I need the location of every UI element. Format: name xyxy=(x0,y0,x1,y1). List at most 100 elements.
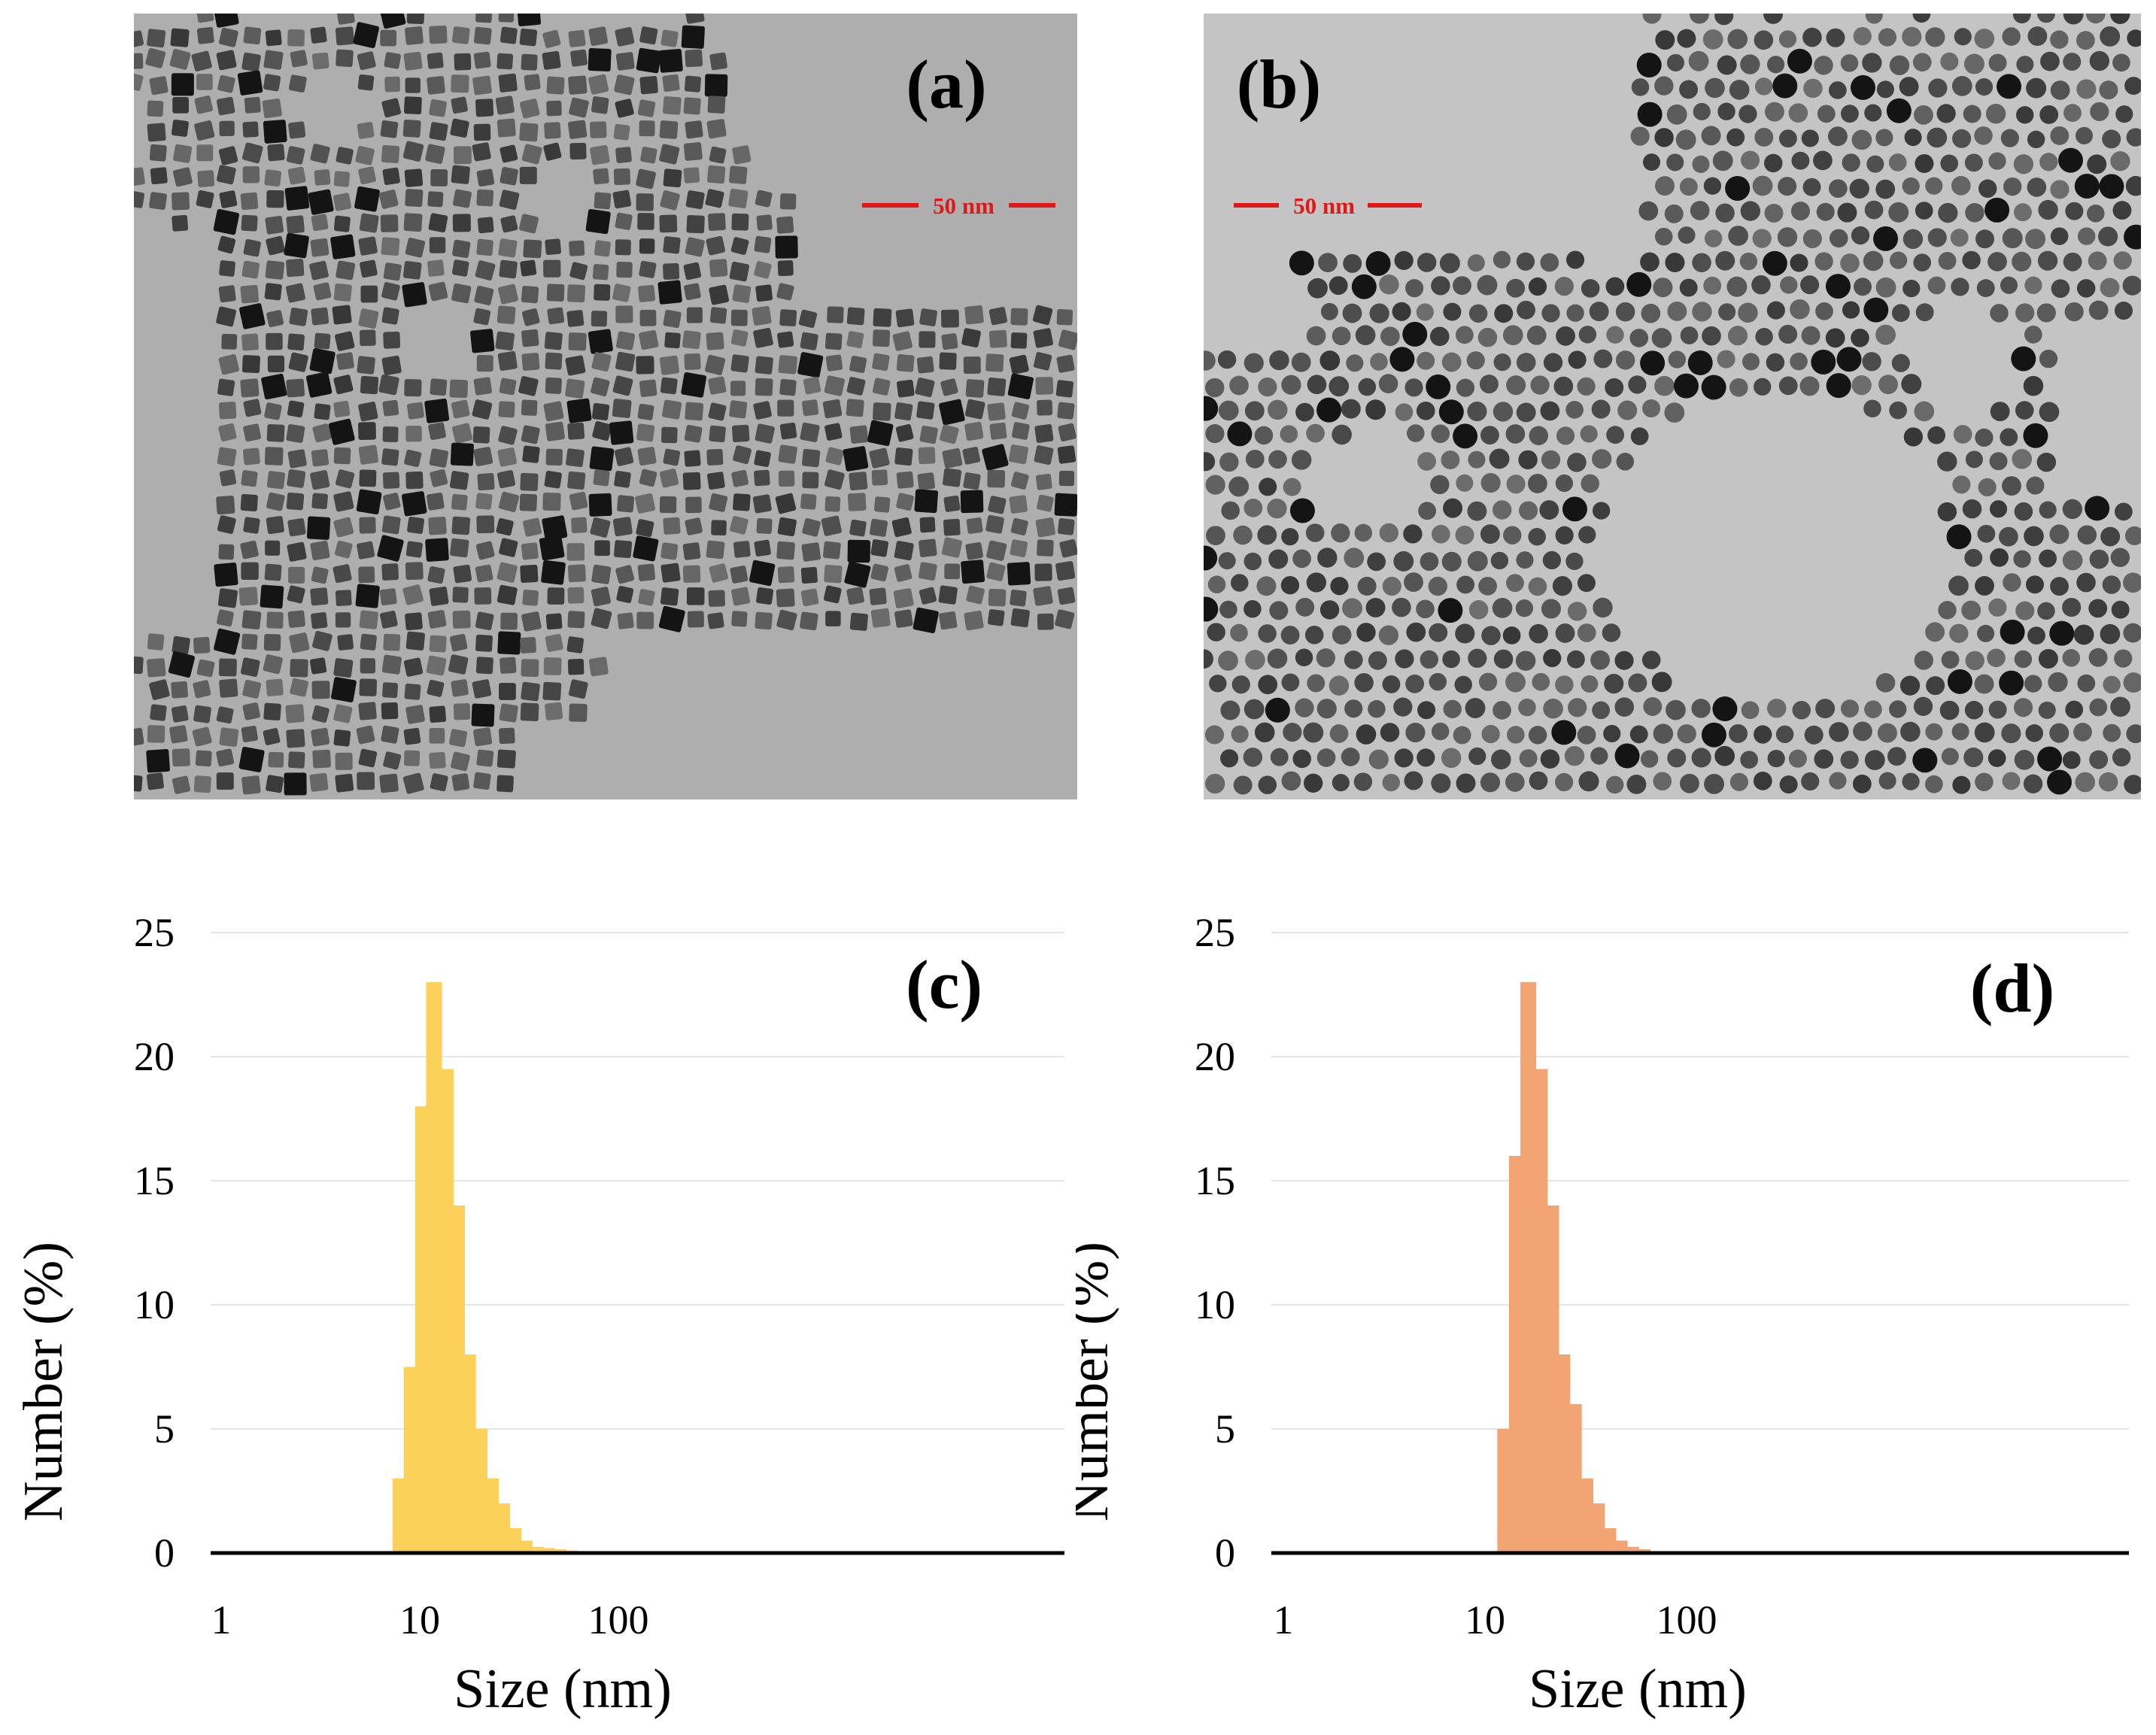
nanoparticle xyxy=(1037,613,1054,630)
nanoparticle xyxy=(1389,347,1415,372)
nanoparticle xyxy=(1219,452,1239,472)
nanoparticle xyxy=(310,238,329,257)
nanoparticle xyxy=(615,147,632,163)
nanoparticle xyxy=(335,773,354,793)
nanoparticle xyxy=(1555,526,1574,544)
nanoparticle xyxy=(358,748,378,768)
nanoparticle xyxy=(589,446,615,472)
nanoparticle xyxy=(2077,674,2096,693)
nanoparticle xyxy=(523,239,542,259)
nanoparticle xyxy=(801,448,821,468)
nanoparticle xyxy=(1394,250,1414,270)
nanoparticle xyxy=(1432,524,1450,544)
nanoparticle xyxy=(216,706,234,724)
nanoparticle xyxy=(149,76,169,96)
nanoparticle xyxy=(1779,775,1798,794)
nanoparticle xyxy=(287,518,306,537)
nanoparticle xyxy=(381,448,399,466)
nanoparticle xyxy=(1951,723,1969,741)
nanoparticle xyxy=(452,239,471,259)
nanoparticle xyxy=(381,654,402,675)
nanoparticle xyxy=(1465,698,1486,718)
nanoparticle xyxy=(870,563,888,582)
bar-d-11 xyxy=(1623,1546,1639,1553)
nanoparticle xyxy=(2089,549,2109,569)
nanoparticle xyxy=(612,517,633,537)
nanoparticle xyxy=(1259,478,1277,496)
nanoparticle xyxy=(216,96,235,116)
nanoparticle xyxy=(894,564,913,582)
nanoparticle xyxy=(406,14,425,25)
nanoparticle xyxy=(1332,625,1352,645)
nanoparticle xyxy=(1687,350,1713,375)
nanoparticle xyxy=(824,565,843,584)
nanoparticle xyxy=(1280,575,1300,595)
nanoparticle xyxy=(519,99,540,119)
nanoparticle xyxy=(196,14,214,23)
nanoparticle xyxy=(914,489,939,514)
nanoparticle xyxy=(473,727,493,747)
nanoparticle xyxy=(243,399,262,417)
nanoparticle xyxy=(543,401,564,422)
nanoparticle xyxy=(1358,378,1377,396)
nanoparticle xyxy=(1778,30,1797,48)
nanoparticle xyxy=(337,634,354,651)
nanoparticle xyxy=(475,260,496,281)
nanoparticle xyxy=(1915,153,1934,173)
tem-image-a: 50 nm (a) xyxy=(134,14,1077,799)
nanoparticle xyxy=(470,329,495,353)
nanoparticle xyxy=(1964,548,1983,567)
nanoparticle xyxy=(591,608,612,629)
x-tick-label-100: 100 xyxy=(1656,1597,1717,1642)
nanoparticle xyxy=(541,560,566,585)
nanoparticle xyxy=(1952,775,1971,794)
nanoparticle xyxy=(706,235,726,256)
nanoparticle xyxy=(732,424,750,443)
nanoparticle xyxy=(1630,126,1650,146)
nanoparticle xyxy=(267,355,285,373)
nanoparticle xyxy=(217,447,237,467)
nanoparticle xyxy=(570,49,588,67)
nanoparticle xyxy=(1887,747,1906,766)
nanoparticle xyxy=(1254,426,1274,445)
nanoparticle xyxy=(383,633,401,651)
nanoparticle xyxy=(333,401,351,418)
nanoparticle xyxy=(660,29,679,47)
nanoparticle xyxy=(359,329,376,347)
nanoparticle xyxy=(546,100,562,117)
nanoparticle xyxy=(1395,649,1414,669)
nanoparticle xyxy=(1851,226,1870,245)
nanoparticle xyxy=(1772,73,1798,99)
nanoparticle xyxy=(1258,624,1277,643)
nanoparticle xyxy=(1329,276,1348,296)
nanoparticle xyxy=(314,403,331,420)
nanoparticle xyxy=(289,307,308,326)
nanoparticle xyxy=(683,142,703,161)
nanoparticle xyxy=(1651,328,1672,348)
nanoparticle xyxy=(615,331,636,350)
nanoparticle xyxy=(328,418,355,445)
nanoparticle xyxy=(242,121,259,138)
y-tick-label-0: 0 xyxy=(1215,1530,1235,1576)
nanoparticle xyxy=(427,610,447,629)
nanoparticle xyxy=(496,118,516,138)
nanoparticle xyxy=(1209,675,1227,693)
nanoparticle xyxy=(569,703,588,722)
nanoparticle xyxy=(195,750,212,767)
nanoparticle xyxy=(2098,226,2118,247)
nanoparticle xyxy=(1864,200,1884,220)
nanoparticle xyxy=(405,562,424,581)
nanoparticle xyxy=(615,26,635,47)
nanoparticle xyxy=(1836,347,1862,372)
nanoparticle xyxy=(660,377,678,395)
nanoparticle xyxy=(1369,303,1389,323)
nanoparticle xyxy=(381,144,400,163)
nanoparticle xyxy=(383,331,401,349)
nanoparticle xyxy=(2123,672,2141,693)
nanoparticle xyxy=(2002,228,2023,249)
nanoparticle xyxy=(1354,523,1373,542)
nanoparticle xyxy=(429,586,449,606)
nanoparticle xyxy=(218,544,235,560)
nanoparticle xyxy=(873,308,892,327)
nanoparticle xyxy=(1829,722,1849,742)
